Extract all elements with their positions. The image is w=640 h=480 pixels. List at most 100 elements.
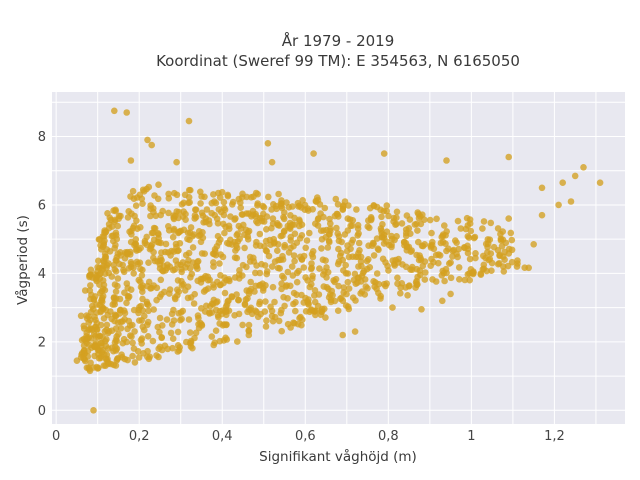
data-point: [158, 334, 165, 342]
data-point: [180, 199, 187, 207]
data-point: [263, 317, 270, 324]
data-point: [278, 327, 286, 335]
data-point: [281, 227, 288, 235]
data-point: [414, 273, 421, 281]
data-point: [344, 215, 352, 222]
data-point: [109, 301, 117, 308]
data-point: [296, 222, 303, 230]
data-point: [335, 282, 342, 290]
data-point: [223, 276, 230, 284]
data-point: [268, 263, 276, 270]
data-point: [194, 265, 201, 273]
data-point: [374, 245, 382, 252]
x-tick-label: 0,2: [129, 429, 150, 444]
data-point: [461, 244, 468, 252]
data-point: [508, 246, 516, 254]
data-point: [413, 251, 420, 259]
data-point: [139, 200, 146, 207]
data-point: [305, 301, 312, 308]
data-point: [178, 315, 185, 323]
data-point: [351, 328, 359, 335]
data-point: [465, 234, 473, 241]
data-point: [293, 291, 300, 299]
data-point: [487, 219, 495, 227]
data-point: [156, 314, 164, 322]
data-point: [288, 263, 296, 270]
data-point: [143, 298, 151, 306]
x-tick-label: 1: [467, 429, 475, 444]
data-point: [318, 245, 325, 252]
data-point: [361, 276, 369, 283]
data-point: [406, 216, 414, 223]
data-point: [128, 333, 135, 340]
data-point: [335, 237, 343, 245]
data-point: [103, 246, 111, 253]
data-point: [99, 277, 107, 284]
data-point: [159, 322, 166, 329]
data-point: [358, 262, 365, 270]
data-point: [306, 229, 313, 237]
data-point: [185, 186, 193, 194]
x-tick-label: 0,6: [295, 429, 316, 444]
data-point: [345, 202, 352, 209]
data-point: [242, 226, 250, 234]
data-point: [281, 241, 289, 249]
data-point: [247, 304, 255, 312]
data-point: [214, 220, 222, 227]
data-point: [463, 214, 471, 222]
data-point: [413, 265, 421, 273]
data-point: [208, 333, 216, 340]
data-point: [245, 321, 253, 329]
data-point: [166, 290, 173, 297]
data-point: [231, 274, 239, 281]
data-point: [385, 241, 393, 249]
data-point: [169, 335, 177, 343]
data-point: [261, 243, 268, 250]
data-point: [513, 263, 521, 270]
data-point: [394, 280, 401, 288]
data-point: [199, 234, 207, 242]
data-point: [259, 287, 267, 294]
data-point: [378, 213, 385, 221]
data-point: [170, 214, 177, 221]
data-point: [295, 267, 302, 275]
data-point: [110, 294, 118, 302]
data-point: [442, 265, 450, 273]
data-point: [480, 261, 488, 269]
data-point: [174, 328, 182, 336]
data-point: [441, 222, 448, 229]
data-point: [145, 259, 152, 267]
data-point: [274, 247, 281, 254]
data-point: [263, 268, 271, 275]
data-point: [215, 239, 223, 246]
data-point: [112, 288, 120, 295]
data-point: [131, 359, 139, 366]
x-axis-ticks: 0 0,2 0,4 0,6 0,8 1 1,2: [52, 429, 565, 444]
data-point: [404, 292, 411, 299]
data-point: [261, 262, 269, 269]
data-point: [214, 232, 222, 240]
data-point: [117, 252, 125, 259]
data-point: [198, 321, 205, 328]
data-point: [383, 202, 391, 209]
data-point: [112, 241, 119, 249]
data-point: [429, 238, 436, 246]
data-point: [383, 228, 391, 235]
data-point: [439, 297, 446, 305]
data-point: [265, 193, 272, 201]
data-point: [155, 353, 162, 361]
data-point: [435, 259, 442, 267]
data-point: [95, 257, 102, 265]
data-point: [208, 209, 215, 217]
data-point: [393, 208, 401, 216]
data-point: [138, 195, 146, 203]
data-point: [116, 310, 123, 317]
data-point: [292, 307, 299, 315]
data-point: [194, 258, 201, 266]
data-point: [202, 286, 209, 294]
data-point: [171, 266, 179, 273]
data-point: [139, 266, 146, 274]
data-point: [235, 296, 242, 304]
data-point: [253, 308, 260, 316]
data-point: [157, 276, 165, 284]
